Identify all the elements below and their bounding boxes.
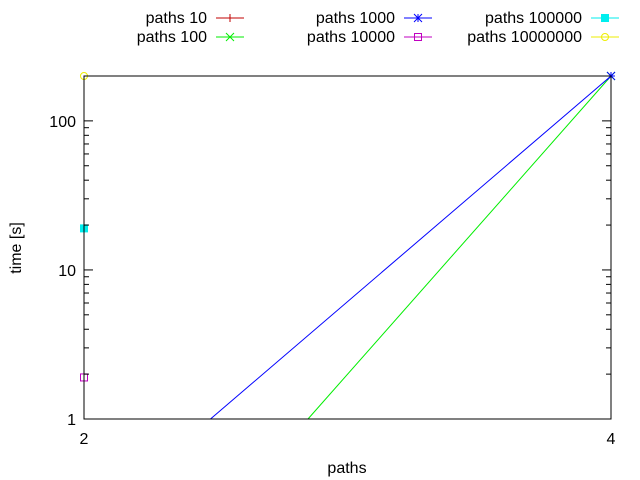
legend-marker xyxy=(225,32,235,42)
legend: paths 10 paths 100 paths 1000 paths 10000 pa… xyxy=(137,10,619,46)
y-axis-label: time [s] xyxy=(8,222,25,274)
y-tick-label: 10 xyxy=(58,263,76,280)
legend-entry: paths 10000000 xyxy=(467,29,619,46)
x-tick-label: 2 xyxy=(80,431,89,448)
legend-label: paths 10 xyxy=(146,10,207,27)
legend-label: paths 10000000 xyxy=(467,29,582,46)
y-tick-label: 1 xyxy=(67,412,76,429)
series-line xyxy=(210,75,612,420)
legend-entry: paths 100 xyxy=(137,29,244,46)
series-line xyxy=(307,75,612,420)
x-axis-label: paths xyxy=(327,460,366,477)
legend-entry: paths 10000 xyxy=(307,29,432,46)
legend-label: paths 10000 xyxy=(307,29,395,46)
plot-frame xyxy=(83,75,612,420)
legend-label: paths 100000 xyxy=(485,10,582,27)
legend-entry: paths 100000 xyxy=(485,10,619,27)
legend-marker xyxy=(601,33,609,41)
tick-labels: 2 4 1 10 100 xyxy=(49,114,615,448)
series-3 xyxy=(210,71,616,420)
y-tick-label: 100 xyxy=(49,114,76,131)
legend-marker xyxy=(601,14,609,22)
legend-marker xyxy=(414,33,422,41)
plot-lines xyxy=(80,71,616,420)
axis-ticks xyxy=(83,75,612,420)
legend-entry: paths 10 xyxy=(146,10,244,27)
series-2 xyxy=(307,71,616,420)
legend-label: paths 100 xyxy=(137,29,207,46)
legend-entry: paths 1000 xyxy=(316,10,432,27)
x-tick-label: 4 xyxy=(607,431,616,448)
legend-marker xyxy=(413,13,423,23)
legend-marker xyxy=(226,14,234,22)
legend-label: paths 1000 xyxy=(316,10,395,27)
